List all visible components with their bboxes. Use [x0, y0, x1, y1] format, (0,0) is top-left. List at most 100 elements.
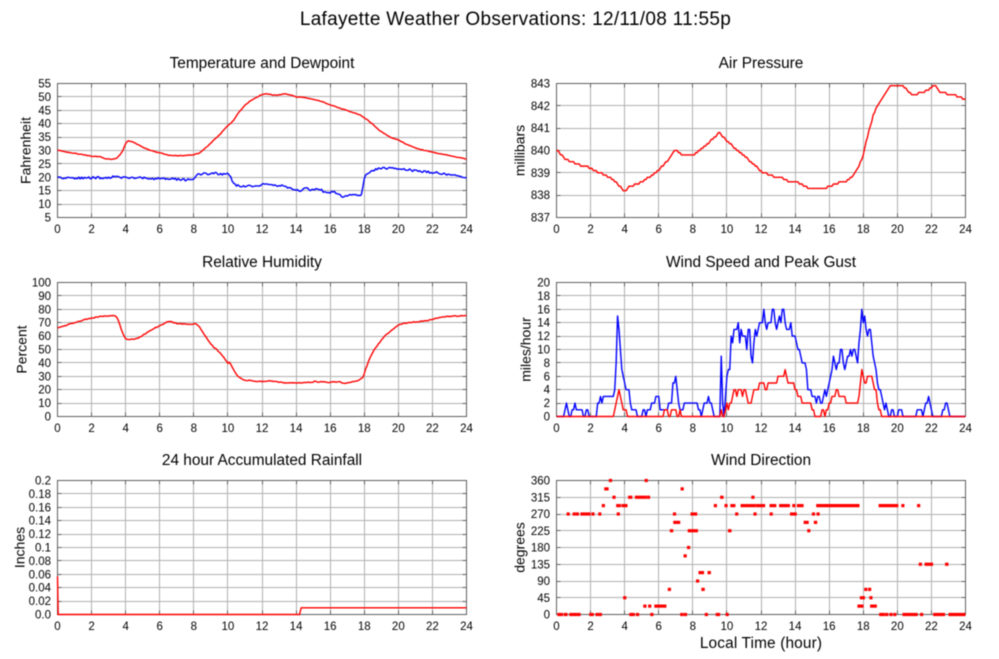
- svg-text:50: 50: [38, 92, 51, 104]
- svg-text:0.0: 0.0: [35, 610, 51, 622]
- svg-text:90: 90: [38, 291, 51, 303]
- svg-text:2: 2: [88, 224, 94, 236]
- svg-text:18: 18: [358, 224, 371, 236]
- svg-text:0.06: 0.06: [29, 569, 51, 581]
- svg-text:Fahrenheit: Fahrenheit: [18, 117, 34, 184]
- svg-text:22: 22: [925, 224, 938, 236]
- svg-text:8: 8: [191, 224, 197, 236]
- svg-text:10: 10: [537, 345, 550, 357]
- svg-text:Air Pressure: Air Pressure: [719, 55, 804, 72]
- svg-text:4: 4: [621, 621, 628, 633]
- svg-text:20: 20: [537, 278, 550, 290]
- svg-text:2: 2: [88, 621, 94, 633]
- svg-text:Wind Speed and Peak Gust: Wind Speed and Peak Gust: [666, 254, 857, 271]
- svg-text:10: 10: [721, 423, 734, 435]
- svg-text:10: 10: [222, 224, 235, 236]
- svg-text:60: 60: [38, 331, 51, 343]
- svg-text:35: 35: [38, 132, 51, 144]
- svg-text:Inches: Inches: [12, 527, 28, 568]
- svg-text:15: 15: [38, 186, 51, 198]
- svg-text:45: 45: [537, 593, 550, 605]
- svg-text:24: 24: [959, 621, 972, 633]
- svg-text:0.2: 0.2: [35, 476, 51, 488]
- svg-text:839: 839: [531, 168, 550, 180]
- svg-text:12: 12: [755, 621, 768, 633]
- svg-text:miles/hour: miles/hour: [518, 317, 534, 382]
- svg-text:18: 18: [857, 621, 870, 633]
- svg-text:315: 315: [531, 492, 550, 504]
- svg-text:100: 100: [32, 278, 51, 290]
- svg-text:18: 18: [857, 423, 870, 435]
- svg-text:22: 22: [925, 423, 938, 435]
- svg-text:6: 6: [157, 224, 163, 236]
- svg-text:20: 20: [38, 385, 51, 397]
- svg-text:4: 4: [122, 224, 129, 236]
- svg-text:10: 10: [222, 621, 235, 633]
- svg-text:838: 838: [531, 190, 550, 202]
- svg-text:2: 2: [587, 423, 593, 435]
- svg-text:10: 10: [222, 423, 235, 435]
- svg-text:14: 14: [789, 423, 802, 435]
- svg-text:0: 0: [553, 621, 559, 633]
- svg-text:18: 18: [358, 423, 371, 435]
- svg-text:8: 8: [191, 621, 197, 633]
- svg-text:20: 20: [891, 621, 904, 633]
- svg-text:6: 6: [656, 621, 662, 633]
- svg-text:0: 0: [45, 412, 51, 424]
- svg-text:0: 0: [54, 423, 60, 435]
- svg-text:8: 8: [544, 358, 550, 370]
- svg-text:0.04: 0.04: [29, 583, 52, 595]
- svg-text:5: 5: [45, 213, 51, 225]
- svg-text:14: 14: [789, 621, 802, 633]
- svg-text:45: 45: [38, 105, 51, 117]
- svg-text:22: 22: [426, 621, 439, 633]
- svg-text:55: 55: [38, 79, 51, 91]
- svg-text:6: 6: [157, 423, 163, 435]
- svg-text:18: 18: [358, 621, 371, 633]
- svg-text:0: 0: [54, 621, 60, 633]
- svg-text:12: 12: [256, 224, 269, 236]
- svg-text:Local Time (hour): Local Time (hour): [700, 635, 822, 652]
- svg-text:24: 24: [460, 224, 473, 236]
- svg-text:840: 840: [531, 146, 550, 158]
- svg-text:14: 14: [290, 621, 303, 633]
- svg-text:14: 14: [537, 318, 550, 330]
- svg-text:2: 2: [587, 621, 593, 633]
- svg-text:12: 12: [755, 224, 768, 236]
- svg-text:30: 30: [38, 371, 51, 383]
- svg-text:Relative Humidity: Relative Humidity: [202, 254, 322, 271]
- svg-text:16: 16: [537, 304, 550, 316]
- svg-text:0.12: 0.12: [29, 529, 51, 541]
- svg-text:12: 12: [755, 423, 768, 435]
- svg-text:40: 40: [38, 119, 51, 131]
- svg-text:4: 4: [122, 423, 129, 435]
- svg-text:180: 180: [531, 543, 550, 555]
- svg-text:8: 8: [191, 423, 197, 435]
- svg-text:10: 10: [721, 224, 734, 236]
- svg-text:16: 16: [823, 621, 836, 633]
- svg-text:841: 841: [531, 123, 550, 135]
- svg-text:360: 360: [531, 476, 550, 488]
- svg-text:0.18: 0.18: [29, 489, 51, 501]
- svg-text:14: 14: [290, 423, 303, 435]
- svg-text:90: 90: [537, 576, 550, 588]
- svg-text:6: 6: [157, 621, 163, 633]
- svg-text:10: 10: [721, 621, 734, 633]
- svg-text:0: 0: [544, 412, 550, 424]
- svg-text:80: 80: [38, 304, 51, 316]
- svg-text:0: 0: [544, 610, 550, 622]
- svg-text:2: 2: [544, 398, 550, 410]
- svg-text:0.08: 0.08: [29, 556, 51, 568]
- svg-text:2: 2: [88, 423, 94, 435]
- svg-text:6: 6: [544, 371, 550, 383]
- svg-text:12: 12: [256, 621, 269, 633]
- svg-text:4: 4: [621, 224, 628, 236]
- svg-text:0: 0: [54, 224, 60, 236]
- svg-text:16: 16: [324, 621, 337, 633]
- svg-text:0: 0: [553, 423, 559, 435]
- svg-text:270: 270: [531, 509, 550, 521]
- svg-text:16: 16: [823, 423, 836, 435]
- svg-text:24: 24: [959, 224, 972, 236]
- svg-text:12: 12: [256, 423, 269, 435]
- svg-text:837: 837: [531, 213, 550, 225]
